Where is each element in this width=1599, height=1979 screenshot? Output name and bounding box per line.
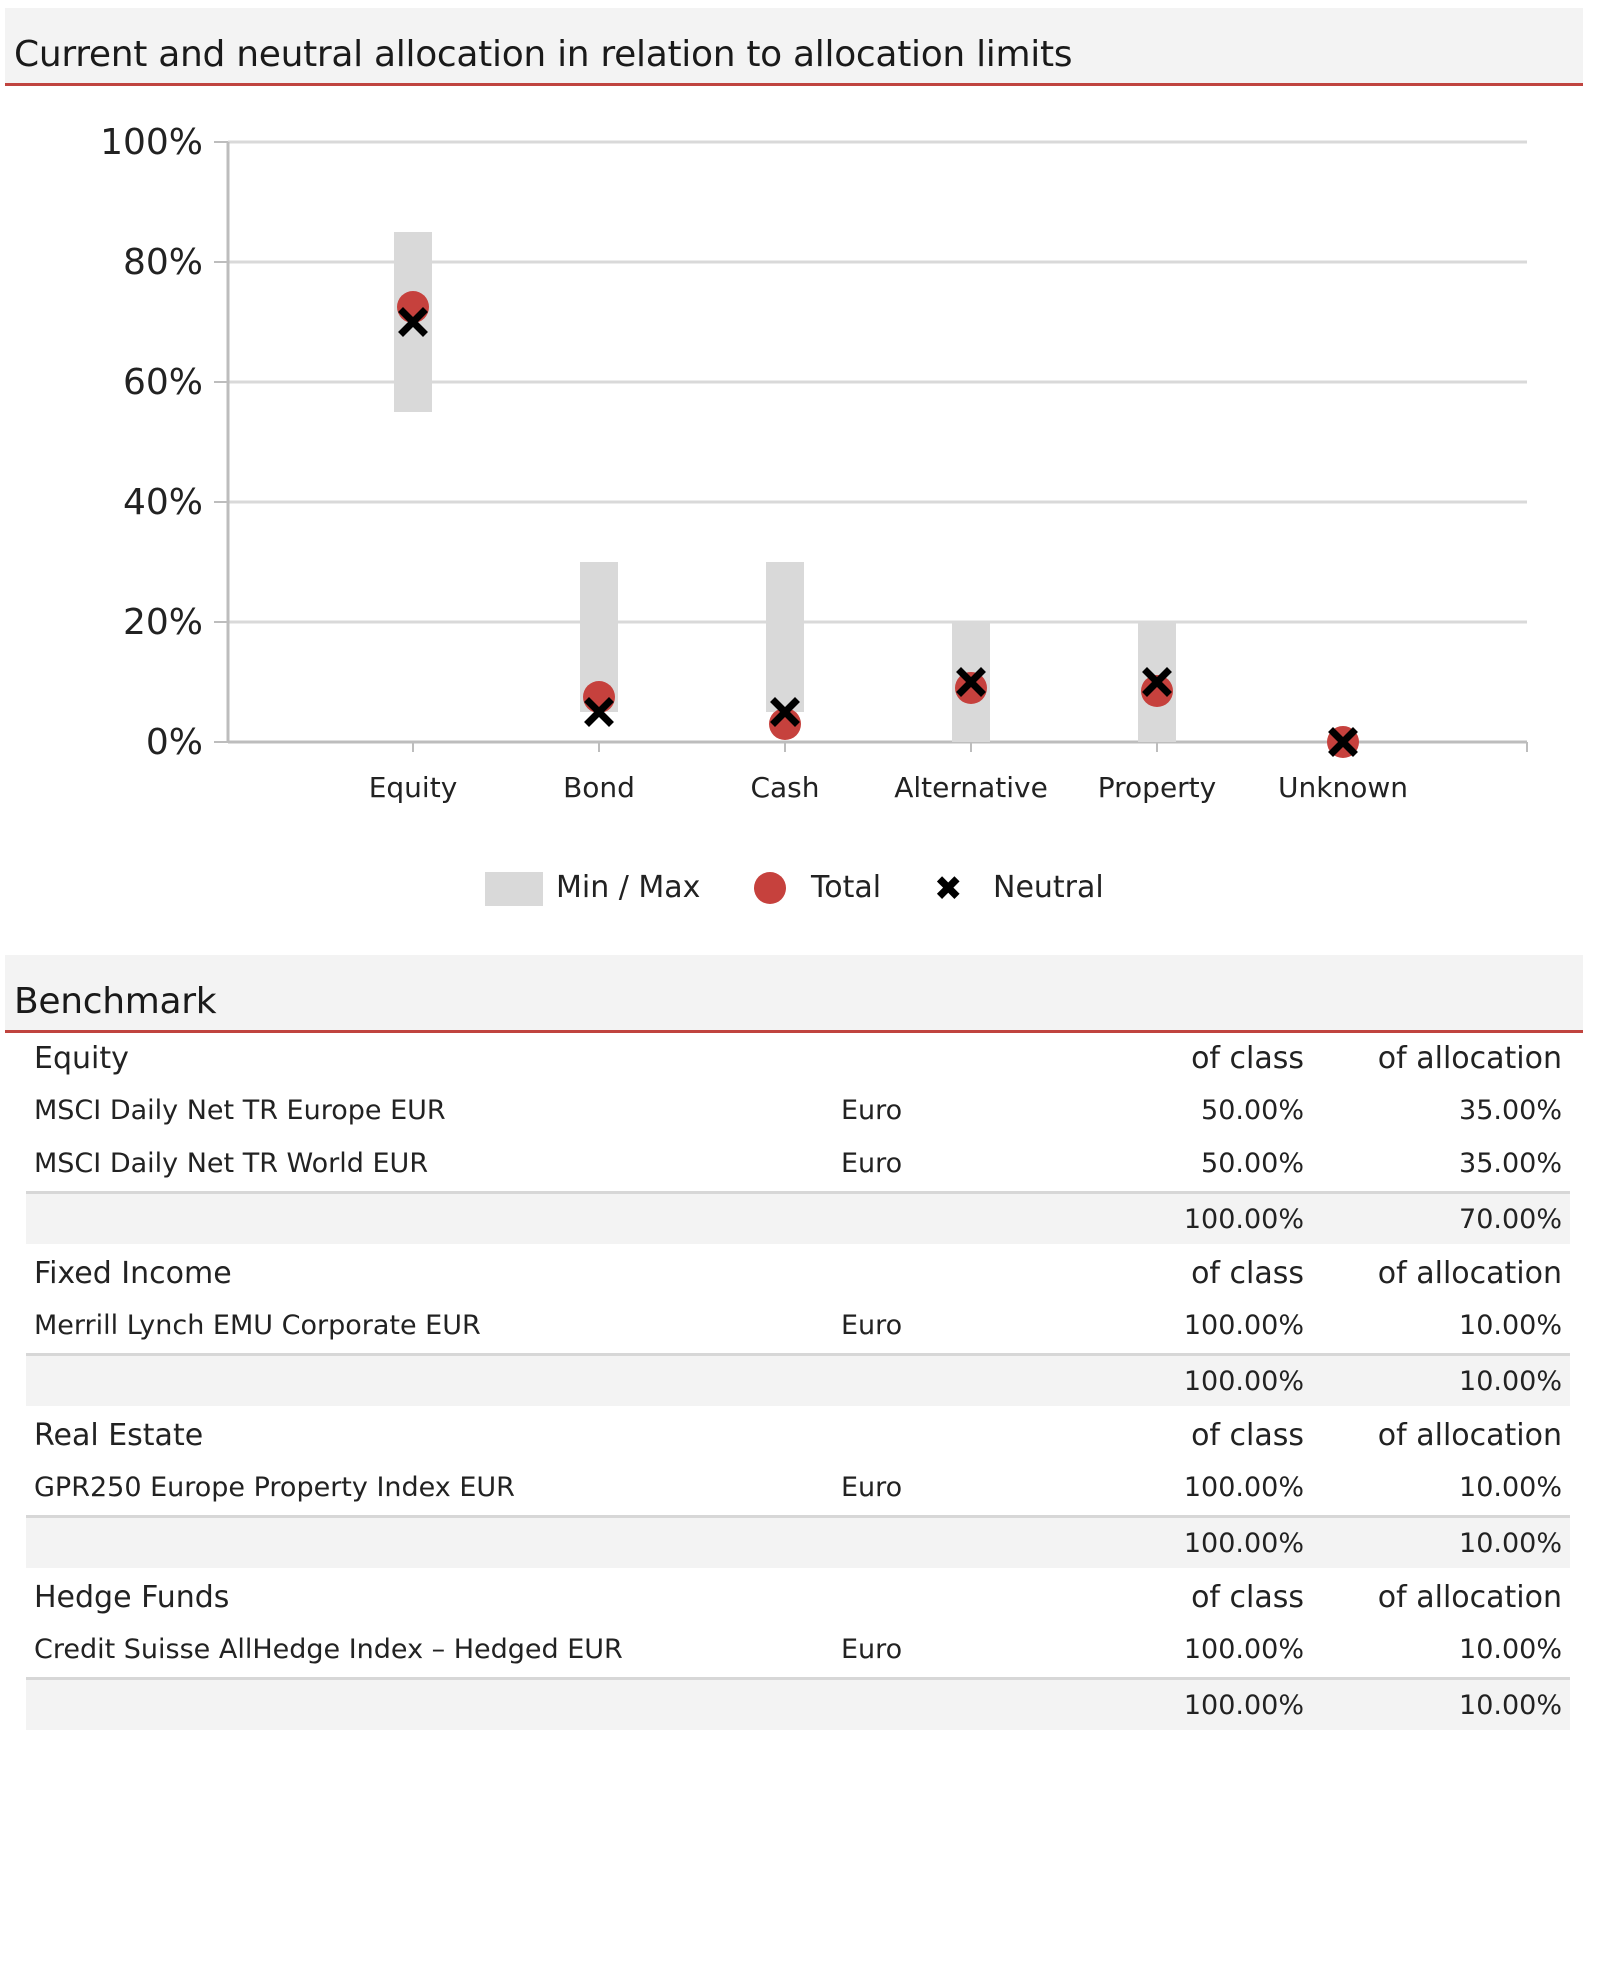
legend-swatch-range (485, 872, 543, 906)
alloc-pct: 35.00% (1459, 1148, 1562, 1179)
col-of-class: of class (1191, 1041, 1304, 1076)
neutral-cross (1142, 667, 1172, 697)
chart-legend: Min / Max Total ✖ Neutral (0, 866, 1599, 916)
currency: Euro (841, 1472, 903, 1503)
benchmark-group-real-estate: Real Estate of class of allocation GPR25… (26, 1412, 1570, 1568)
total-row: 100.00% 10.00% (26, 1677, 1570, 1730)
total-class-pct: 100.00% (1183, 1204, 1304, 1235)
table-row: Credit Suisse AllHedge Index – Hedged EU… (26, 1624, 1570, 1677)
y-tick-label: 60% (123, 362, 203, 403)
col-of-allocation: of allocation (1377, 1041, 1562, 1076)
index-name: MSCI Daily Net TR World EUR (34, 1148, 429, 1179)
group-header-row: Fixed Income of class of allocation (26, 1250, 1570, 1300)
benchmark-title: Benchmark (14, 981, 217, 1022)
legend-label-total: Total (811, 870, 882, 905)
neutral-cross (1328, 727, 1358, 757)
col-of-allocation: of allocation (1377, 1256, 1562, 1291)
class-pct: 50.00% (1201, 1095, 1304, 1126)
allocation-chart: 0% 20% 40% 60% 80% 100% Equity Bond Cash Alternat… (100, 122, 1528, 804)
total-class-pct: 100.00% (1183, 1528, 1304, 1559)
col-of-class: of class (1191, 1256, 1304, 1291)
index-name: Credit Suisse AllHedge Index – Hedged EU… (34, 1634, 623, 1665)
benchmark-group-hedge-funds: Hedge Funds of class of allocation Credi… (26, 1574, 1570, 1730)
group-header-row: Real Estate of class of allocation (26, 1412, 1570, 1462)
group-name: Hedge Funds (34, 1580, 230, 1615)
col-of-class: of class (1191, 1418, 1304, 1453)
neutral-cross (770, 697, 800, 727)
x-tick-label: Unknown (1278, 771, 1408, 804)
alloc-pct: 35.00% (1459, 1095, 1562, 1126)
currency: Euro (841, 1634, 903, 1665)
group-name: Real Estate (34, 1418, 204, 1453)
currency: Euro (841, 1310, 903, 1341)
benchmark-table: Equity of class of allocation MSCI Daily… (26, 1035, 1570, 1730)
total-row: 100.00% 10.00% (26, 1515, 1570, 1568)
chart-title: Current and neutral allocation in relati… (14, 34, 1073, 75)
neutral-cross (584, 697, 614, 727)
group-name: Fixed Income (34, 1256, 232, 1291)
benchmark-group-equity: Equity of class of allocation MSCI Daily… (26, 1035, 1570, 1244)
index-name: GPR250 Europe Property Index EUR (34, 1472, 515, 1503)
group-header-row: Equity of class of allocation (26, 1035, 1570, 1085)
y-tick-label: 80% (123, 242, 203, 283)
table-row: MSCI Daily Net TR World EUR Euro 50.00% … (26, 1138, 1570, 1191)
total-class-pct: 100.00% (1183, 1690, 1304, 1721)
index-name: MSCI Daily Net TR Europe EUR (34, 1095, 446, 1126)
total-alloc-pct: 10.00% (1459, 1690, 1562, 1721)
range-bar (766, 562, 804, 712)
neutral-cross (956, 667, 986, 697)
table-row: MSCI Daily Net TR Europe EUR Euro 50.00%… (26, 1085, 1570, 1138)
x-tick-label: Bond (563, 771, 635, 804)
group-name: Equity (34, 1041, 129, 1076)
total-class-pct: 100.00% (1183, 1366, 1304, 1397)
group-header-row: Hedge Funds of class of allocation (26, 1574, 1570, 1624)
class-pct: 50.00% (1201, 1148, 1304, 1179)
table-row: GPR250 Europe Property Index EUR Euro 10… (26, 1462, 1570, 1515)
legend-label-neutral: Neutral (993, 870, 1104, 905)
alloc-pct: 10.00% (1459, 1472, 1562, 1503)
total-row: 100.00% 70.00% (26, 1191, 1570, 1244)
total-alloc-pct: 10.00% (1459, 1528, 1562, 1559)
legend-swatch-cross-icon: ✖ (934, 869, 963, 909)
table-row: Merrill Lynch EMU Corporate EUR Euro 100… (26, 1300, 1570, 1353)
total-dot (955, 672, 987, 704)
x-tick-label: Alternative (894, 771, 1048, 804)
x-tick-label: Property (1098, 771, 1216, 804)
total-dot (1141, 675, 1173, 707)
legend-label-minmax: Min / Max (556, 870, 701, 905)
x-tick-label: Equity (369, 771, 458, 804)
currency: Euro (841, 1095, 903, 1126)
index-name: Merrill Lynch EMU Corporate EUR (34, 1310, 481, 1341)
class-pct: 100.00% (1183, 1310, 1304, 1341)
y-tick-label: 40% (123, 482, 203, 523)
neutral-cross (398, 307, 428, 337)
class-pct: 100.00% (1183, 1634, 1304, 1665)
y-tick-label: 0% (146, 722, 203, 763)
total-alloc-pct: 70.00% (1459, 1204, 1562, 1235)
col-of-allocation: of allocation (1377, 1418, 1562, 1453)
alloc-pct: 10.00% (1459, 1634, 1562, 1665)
total-row: 100.00% 10.00% (26, 1353, 1570, 1406)
currency: Euro (841, 1148, 903, 1179)
alloc-pct: 10.00% (1459, 1310, 1562, 1341)
x-tick-label: Cash (750, 771, 819, 804)
legend-swatch-dot (754, 872, 786, 904)
col-of-class: of class (1191, 1580, 1304, 1615)
chart-section-header: Current and neutral allocation in relati… (5, 8, 1583, 86)
total-alloc-pct: 10.00% (1459, 1366, 1562, 1397)
benchmark-group-fixed-income: Fixed Income of class of allocation Merr… (26, 1250, 1570, 1406)
class-pct: 100.00% (1183, 1472, 1304, 1503)
benchmark-section-header: Benchmark (5, 955, 1583, 1033)
y-tick-label: 20% (123, 602, 203, 643)
y-tick-label: 100% (100, 122, 203, 163)
col-of-allocation: of allocation (1377, 1580, 1562, 1615)
